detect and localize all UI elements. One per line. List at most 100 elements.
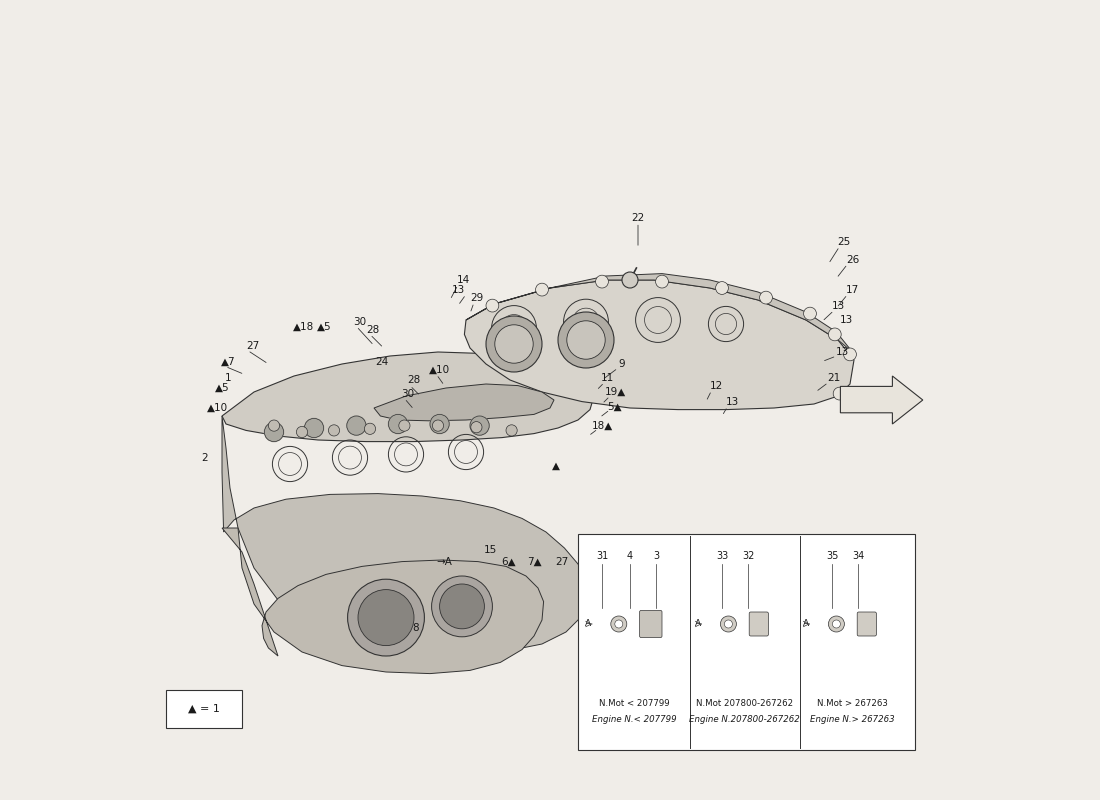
Circle shape [486, 316, 542, 372]
Circle shape [432, 420, 443, 431]
Text: 25: 25 [837, 237, 850, 246]
Text: ▲5: ▲5 [317, 322, 332, 331]
Text: 19▲: 19▲ [605, 387, 626, 397]
Circle shape [566, 321, 605, 359]
Circle shape [621, 272, 638, 288]
Circle shape [296, 426, 308, 438]
Circle shape [506, 425, 517, 436]
Circle shape [399, 420, 410, 431]
Text: 3: 3 [653, 551, 660, 561]
Text: 1: 1 [226, 373, 232, 382]
PathPatch shape [222, 528, 543, 674]
Text: ▲10: ▲10 [208, 403, 229, 413]
Text: 8: 8 [412, 623, 419, 633]
Circle shape [725, 620, 733, 628]
Text: 27: 27 [556, 557, 569, 566]
Text: 2: 2 [201, 453, 208, 462]
Circle shape [348, 579, 425, 656]
Circle shape [760, 291, 772, 304]
PathPatch shape [840, 376, 923, 424]
Circle shape [656, 275, 669, 288]
PathPatch shape [464, 280, 854, 410]
Text: 28: 28 [366, 325, 379, 334]
PathPatch shape [466, 274, 852, 352]
Text: ▲ = 1: ▲ = 1 [188, 704, 220, 714]
Text: 21: 21 [827, 373, 840, 382]
Circle shape [305, 418, 323, 438]
Text: 30: 30 [402, 389, 415, 398]
Circle shape [716, 282, 728, 294]
FancyBboxPatch shape [578, 534, 915, 750]
Text: 28: 28 [407, 375, 420, 385]
Circle shape [833, 387, 846, 400]
Text: 6▲: 6▲ [502, 557, 516, 566]
Circle shape [431, 576, 493, 637]
Circle shape [430, 414, 449, 434]
Text: A: A [695, 619, 701, 629]
Text: N.Mot 207800-267262: N.Mot 207800-267262 [696, 699, 793, 709]
Text: 22: 22 [631, 213, 645, 222]
FancyBboxPatch shape [166, 690, 242, 728]
Circle shape [388, 414, 408, 434]
Text: 5▲: 5▲ [607, 402, 621, 411]
Text: 13: 13 [451, 285, 464, 294]
Circle shape [844, 348, 857, 361]
Text: A: A [585, 619, 592, 629]
Circle shape [615, 620, 623, 628]
Circle shape [558, 312, 614, 368]
Text: 24: 24 [375, 357, 388, 366]
Text: 11: 11 [601, 373, 614, 382]
Circle shape [264, 422, 284, 442]
Text: 33: 33 [716, 551, 728, 561]
Text: 26: 26 [846, 255, 859, 265]
Text: ▲18: ▲18 [293, 322, 315, 331]
Text: A: A [803, 619, 810, 629]
Circle shape [470, 416, 490, 435]
Text: 13: 13 [726, 397, 739, 406]
Text: 13: 13 [839, 315, 853, 325]
PathPatch shape [222, 352, 594, 442]
Text: 18▲: 18▲ [592, 421, 613, 430]
Text: ▲10: ▲10 [429, 365, 450, 374]
Text: N.Mot < 207799: N.Mot < 207799 [600, 699, 670, 709]
Text: 9: 9 [618, 359, 625, 369]
Text: 31: 31 [596, 551, 608, 561]
Text: 32: 32 [742, 551, 755, 561]
Text: 12: 12 [710, 381, 723, 390]
Text: Engine N.207800-267262: Engine N.207800-267262 [689, 715, 800, 725]
Circle shape [440, 584, 484, 629]
Text: →A: →A [437, 557, 452, 566]
Circle shape [471, 422, 482, 433]
Text: 27: 27 [245, 341, 258, 350]
PathPatch shape [222, 416, 588, 654]
Text: 30: 30 [353, 317, 366, 326]
Text: 13: 13 [832, 301, 845, 310]
Text: 29: 29 [470, 293, 483, 302]
Text: ▲: ▲ [552, 461, 560, 470]
Text: 34: 34 [851, 551, 865, 561]
PathPatch shape [374, 384, 554, 421]
Circle shape [595, 275, 608, 288]
Circle shape [720, 616, 736, 632]
Text: 35: 35 [826, 551, 838, 561]
Circle shape [610, 616, 627, 632]
Text: Engine N.> 267263: Engine N.> 267263 [810, 715, 894, 725]
Circle shape [486, 299, 498, 312]
Circle shape [828, 328, 842, 341]
Circle shape [358, 590, 414, 646]
Text: 7▲: 7▲ [527, 557, 541, 566]
Text: Engine N.< 207799: Engine N.< 207799 [593, 715, 678, 725]
FancyBboxPatch shape [639, 610, 662, 638]
Text: 4: 4 [627, 551, 634, 561]
Circle shape [495, 325, 534, 363]
Circle shape [828, 616, 845, 632]
Text: ▲5: ▲5 [214, 383, 229, 393]
Text: 17: 17 [846, 285, 859, 294]
Circle shape [268, 420, 279, 431]
Circle shape [329, 425, 340, 436]
Text: 15: 15 [483, 546, 496, 555]
Text: ▲7: ▲7 [221, 357, 235, 366]
Text: N.Mot > 267263: N.Mot > 267263 [817, 699, 888, 709]
Circle shape [804, 307, 816, 320]
FancyBboxPatch shape [857, 612, 877, 636]
